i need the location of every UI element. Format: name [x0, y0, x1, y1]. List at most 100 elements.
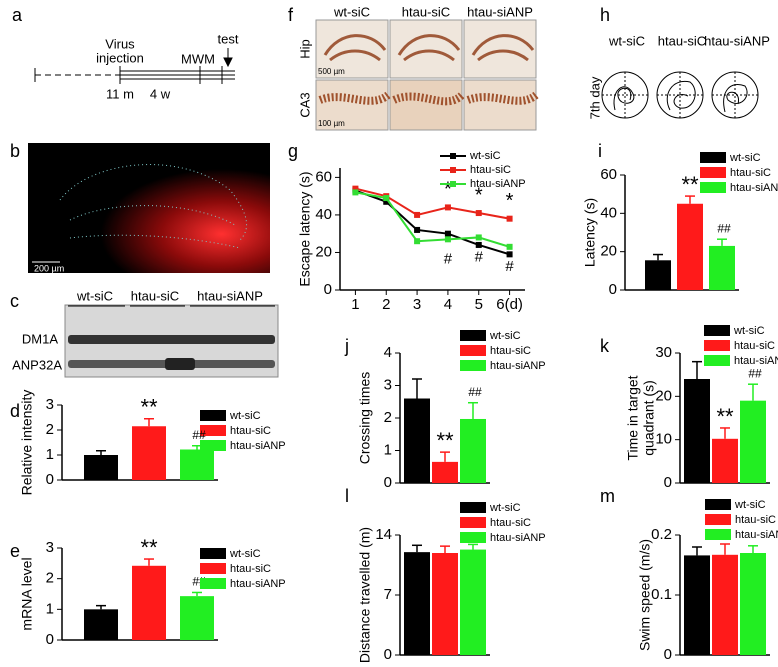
scale-bar-label: 200 µm [34, 263, 64, 273]
legend-label: wt-siC [229, 548, 261, 560]
bar [432, 553, 458, 655]
timeline-label: test [218, 31, 239, 46]
y-axis-label: Relative intensity [19, 390, 35, 496]
legend-swatch [200, 410, 226, 421]
y-axis-label: Latency (s) [582, 198, 598, 267]
panel-label: h [600, 5, 610, 25]
swim-paths [601, 71, 759, 119]
timeline [34, 48, 235, 84]
significance: * [506, 190, 514, 212]
legend-label: htau-siC [490, 517, 531, 529]
scale-bar-label: 500 µm [318, 67, 345, 76]
y-tick-label: 0 [609, 281, 617, 298]
x-tick-label: 6(d) [496, 296, 523, 313]
legend-swatch [460, 502, 486, 513]
bar [404, 552, 430, 655]
panel-label: b [10, 141, 20, 161]
legend-label: wt-siC [489, 502, 521, 514]
y-tick-label: 0.2 [651, 526, 672, 543]
series-line [355, 191, 510, 248]
legend-label: wt-siC [489, 330, 521, 342]
point [352, 185, 359, 192]
point [475, 234, 482, 241]
legend-label: wt-siC [729, 152, 761, 164]
point [383, 198, 390, 205]
legend-swatch [200, 578, 226, 589]
y-tick-label: 0 [46, 471, 54, 488]
point [506, 251, 513, 258]
point [506, 215, 513, 222]
row-label: DM1A [22, 331, 58, 346]
y-tick-label: 3 [46, 539, 54, 556]
bar [404, 398, 430, 483]
legend-label: htau-siC [230, 425, 271, 437]
y-tick-label: 7 [384, 586, 392, 603]
significance: ** [436, 428, 454, 453]
legend-swatch [705, 514, 731, 525]
y-tick-label: 2 [46, 421, 54, 438]
point [414, 238, 421, 245]
bar [132, 565, 166, 640]
y-tick-label: 14 [375, 526, 392, 543]
point [414, 226, 421, 233]
column-label: htau-siC [402, 4, 450, 19]
legend-label: htau-siANP [490, 360, 546, 372]
timeline-label: injection [96, 50, 144, 65]
panel-label: m [600, 486, 615, 506]
legend-swatch [450, 167, 456, 173]
timeline-label: 4 w [150, 86, 171, 101]
panel-label: d [10, 401, 20, 421]
bar [677, 203, 703, 290]
significance: ## [468, 385, 482, 399]
bar [712, 438, 738, 483]
row-label: CA3 [297, 92, 312, 117]
legend-label: wt-siC [734, 499, 766, 511]
bar [84, 609, 118, 640]
y-tick-label: 40 [315, 206, 332, 223]
significance: # [505, 258, 514, 275]
y-axis-label: Swim speed (m/s) [637, 539, 653, 651]
legend-swatch [705, 529, 731, 540]
panel-label: k [600, 336, 610, 356]
row-label: 7th day [587, 76, 602, 119]
legend-label: htau-siANP [735, 529, 778, 541]
legend-label: htau-siC [730, 167, 771, 179]
y-tick-label: 0 [46, 631, 54, 648]
legend-label: htau-siANP [490, 532, 546, 544]
point [506, 243, 513, 250]
legend-label: htau-siC [735, 514, 776, 526]
bar [740, 400, 766, 483]
legend-swatch [700, 167, 726, 178]
bar [645, 260, 671, 290]
y-tick-label: 30 [655, 344, 672, 361]
y-tick-label: 20 [600, 243, 617, 260]
bar [432, 461, 458, 483]
column-label: htau-siC [658, 33, 706, 48]
micrograph [28, 143, 270, 273]
column-label: htau-siANP [197, 288, 263, 303]
legend-swatch [200, 548, 226, 559]
panel-label: c [10, 291, 19, 311]
panel-label: g [288, 141, 298, 161]
legend-swatch [200, 440, 226, 451]
legend-label: wt-siC [469, 150, 501, 162]
bar [180, 449, 214, 480]
legend-swatch [450, 153, 456, 159]
legend-swatch [704, 340, 730, 351]
legend-label: htau-siC [734, 340, 775, 352]
y-tick-label: 0.1 [651, 586, 672, 603]
y-tick-label: 3 [384, 376, 392, 393]
panel-label: a [12, 5, 23, 25]
column-label: wt-siC [333, 4, 370, 19]
legend-swatch [460, 532, 486, 543]
significance: ** [140, 395, 158, 420]
significance: ** [140, 535, 158, 560]
legend-label: htau-siANP [470, 178, 526, 190]
column-label: htau-siANP [467, 4, 533, 19]
legend-swatch [200, 425, 226, 436]
legend-label: htau-siC [230, 563, 271, 575]
legend-swatch [700, 152, 726, 163]
y-axis-label: Time in target [625, 375, 641, 460]
legend-label: wt-siC [229, 410, 261, 422]
significance: ## [748, 366, 762, 380]
